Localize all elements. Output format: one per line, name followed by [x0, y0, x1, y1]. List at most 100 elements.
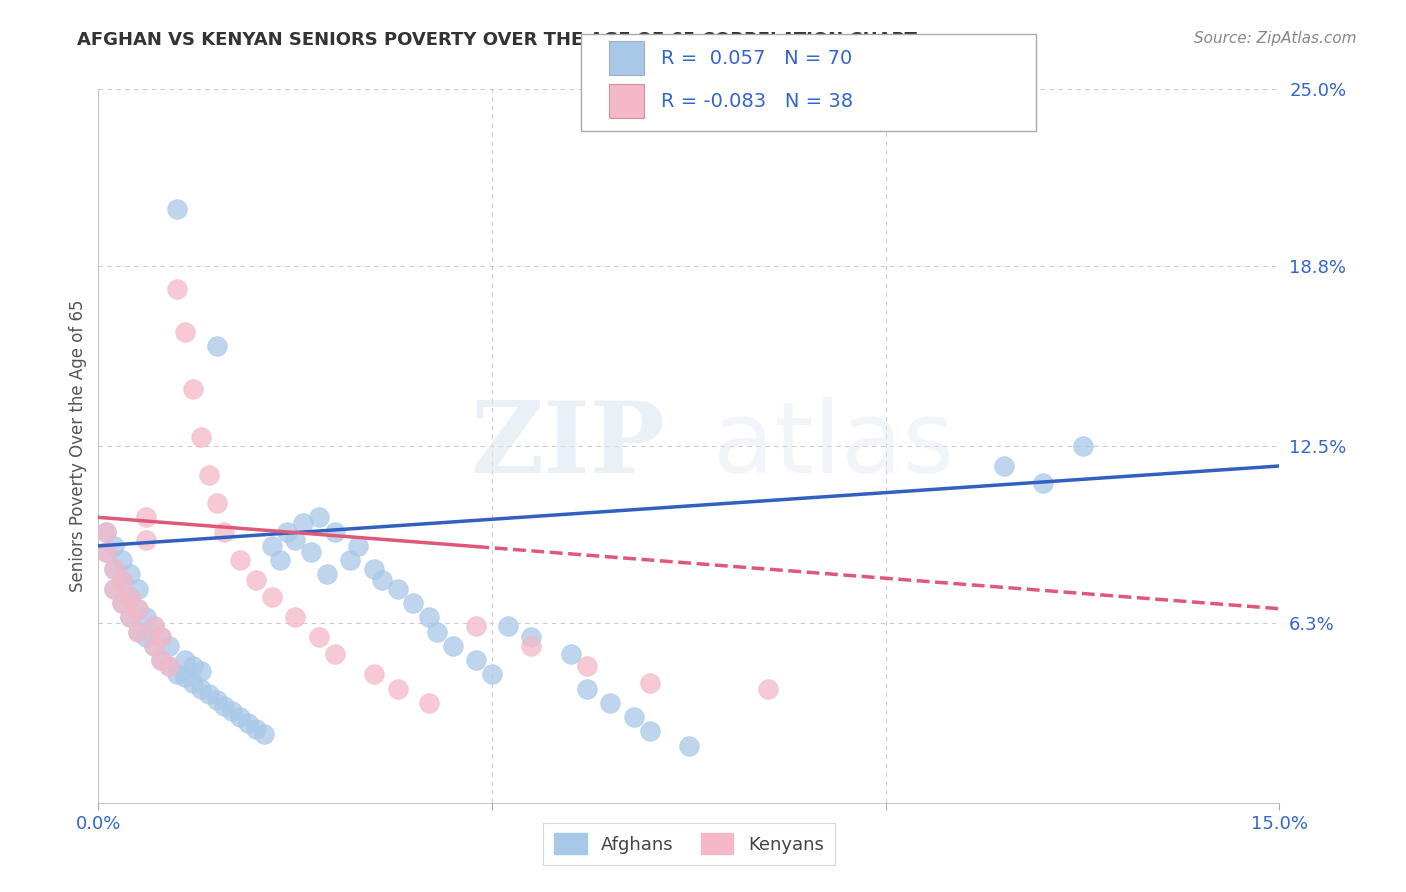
- Point: [127, 582, 149, 596]
- Text: ZIP: ZIP: [471, 398, 665, 494]
- Point: [363, 667, 385, 681]
- Point: [135, 510, 157, 524]
- Point: [166, 202, 188, 216]
- Point: [142, 619, 165, 633]
- Point: [111, 596, 134, 610]
- Point: [678, 739, 700, 753]
- Point: [1071, 439, 1094, 453]
- Point: [315, 567, 337, 582]
- Point: [465, 619, 488, 633]
- Point: [157, 639, 180, 653]
- Text: R =  0.057   N = 70: R = 0.057 N = 70: [661, 48, 852, 68]
- Point: [127, 624, 149, 639]
- Point: [245, 722, 267, 736]
- Point: [118, 610, 141, 624]
- Point: [308, 630, 330, 644]
- Point: [276, 524, 298, 539]
- Legend: Afghans, Kenyans: Afghans, Kenyans: [543, 822, 835, 865]
- Point: [197, 687, 219, 701]
- Point: [142, 639, 165, 653]
- Point: [142, 639, 165, 653]
- Point: [150, 630, 173, 644]
- Point: [181, 658, 204, 673]
- Point: [599, 696, 621, 710]
- Point: [323, 524, 346, 539]
- Point: [418, 696, 440, 710]
- Point: [103, 582, 125, 596]
- Text: Source: ZipAtlas.com: Source: ZipAtlas.com: [1194, 31, 1357, 46]
- Point: [197, 467, 219, 482]
- Point: [205, 693, 228, 707]
- Point: [181, 676, 204, 690]
- Point: [157, 658, 180, 673]
- Point: [756, 681, 779, 696]
- Point: [118, 591, 141, 605]
- Point: [229, 553, 252, 567]
- Y-axis label: Seniors Poverty Over the Age of 65: Seniors Poverty Over the Age of 65: [69, 300, 87, 592]
- Point: [347, 539, 370, 553]
- Point: [481, 667, 503, 681]
- Point: [118, 610, 141, 624]
- Point: [260, 591, 283, 605]
- Point: [103, 539, 125, 553]
- Point: [190, 681, 212, 696]
- Point: [150, 653, 173, 667]
- Point: [520, 639, 543, 653]
- Point: [214, 524, 236, 539]
- Point: [127, 601, 149, 615]
- Point: [560, 648, 582, 662]
- Point: [181, 382, 204, 396]
- Text: R = -0.083   N = 38: R = -0.083 N = 38: [661, 92, 853, 111]
- Point: [292, 516, 315, 530]
- Point: [205, 339, 228, 353]
- Point: [638, 676, 661, 690]
- Point: [229, 710, 252, 724]
- Point: [157, 658, 180, 673]
- Point: [111, 573, 134, 587]
- Point: [174, 670, 197, 684]
- Point: [111, 573, 134, 587]
- Point: [236, 715, 259, 730]
- Point: [269, 553, 291, 567]
- Point: [363, 562, 385, 576]
- Point: [135, 630, 157, 644]
- Point: [190, 430, 212, 444]
- Point: [96, 524, 118, 539]
- Point: [1032, 476, 1054, 491]
- Point: [174, 653, 197, 667]
- Point: [299, 544, 322, 558]
- Text: AFGHAN VS KENYAN SENIORS POVERTY OVER THE AGE OF 65 CORRELATION CHART: AFGHAN VS KENYAN SENIORS POVERTY OVER TH…: [77, 31, 917, 49]
- Point: [623, 710, 645, 724]
- Point: [465, 653, 488, 667]
- Point: [150, 653, 173, 667]
- Point: [96, 544, 118, 558]
- Point: [103, 562, 125, 576]
- Point: [103, 562, 125, 576]
- Point: [118, 567, 141, 582]
- Point: [418, 610, 440, 624]
- Point: [166, 667, 188, 681]
- Point: [253, 727, 276, 741]
- Point: [127, 601, 149, 615]
- Point: [150, 630, 173, 644]
- Point: [575, 681, 598, 696]
- Point: [993, 458, 1015, 473]
- Point: [441, 639, 464, 653]
- Point: [402, 596, 425, 610]
- Point: [111, 553, 134, 567]
- Point: [96, 524, 118, 539]
- Point: [135, 610, 157, 624]
- Point: [96, 544, 118, 558]
- Point: [142, 619, 165, 633]
- Point: [127, 624, 149, 639]
- Point: [339, 553, 361, 567]
- Point: [166, 282, 188, 296]
- Point: [284, 533, 307, 548]
- Point: [221, 705, 243, 719]
- Point: [496, 619, 519, 633]
- Point: [520, 630, 543, 644]
- Point: [387, 681, 409, 696]
- Point: [135, 533, 157, 548]
- Point: [323, 648, 346, 662]
- Point: [387, 582, 409, 596]
